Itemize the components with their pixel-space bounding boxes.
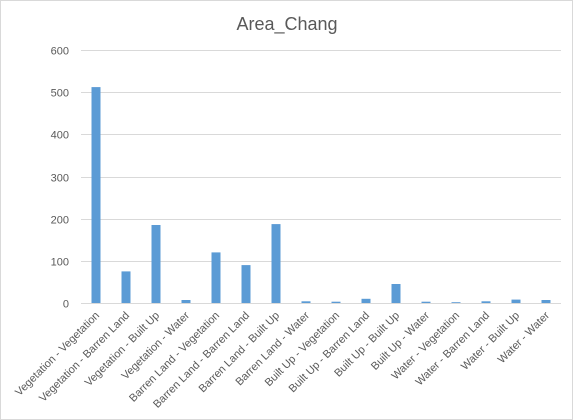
bar [241,265,251,303]
y-tick-label: 100 [51,257,69,269]
bar [361,298,371,303]
y-tick-label: 0 [63,299,69,311]
bar [91,87,101,303]
y-tick-label: 600 [51,46,69,58]
y-tick-label: 200 [51,215,69,227]
y-tick-label: 300 [51,173,69,185]
bar [271,224,281,303]
bar [511,299,521,303]
y-tick-label: 500 [51,88,69,100]
bar [211,252,221,303]
y-axis-ticks: 0 100 200 300 400 500 600 [51,46,69,311]
gridlines [81,50,561,304]
bar [541,300,551,303]
bar [151,225,161,303]
bar [331,301,341,303]
bar [421,301,431,303]
y-tick-label: 400 [51,130,69,142]
bar [481,301,491,303]
bar [121,271,131,303]
bar [391,284,401,303]
chart-title: Area_Chang [236,14,337,35]
bar [451,302,461,303]
bars [91,87,551,303]
bar [301,301,311,303]
bar [181,300,191,303]
